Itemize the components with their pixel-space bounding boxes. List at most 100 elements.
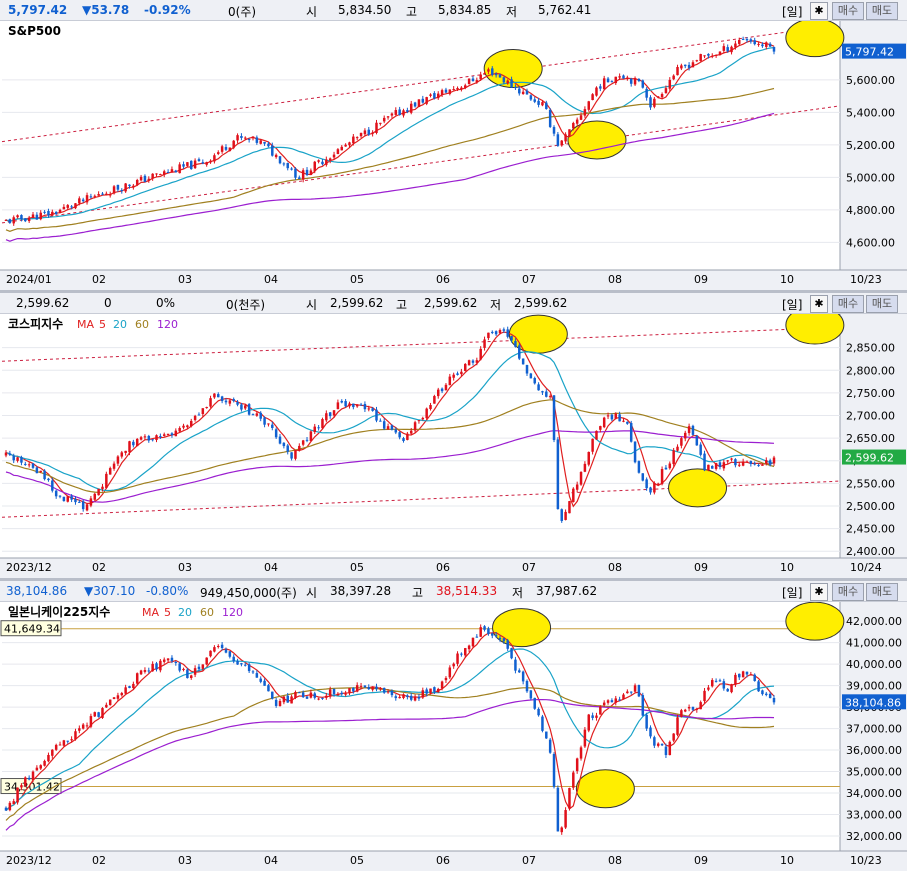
candle-body: [672, 75, 675, 80]
candle-body: [510, 79, 513, 88]
x-tick-label: 10: [780, 854, 794, 867]
candle-body: [417, 99, 421, 108]
candle-body: [220, 146, 224, 152]
candle-body: [514, 340, 517, 347]
candle-body: [761, 690, 764, 695]
candle-body: [491, 633, 494, 636]
candle-body: [170, 433, 174, 436]
candle-body: [189, 675, 193, 678]
candle-body: [74, 498, 77, 503]
candle-body: [78, 501, 81, 503]
candle-body: [93, 195, 97, 197]
candle-body: [734, 459, 737, 466]
candle-body: [491, 68, 494, 75]
y-tick-label: 32,000.00: [846, 830, 902, 843]
candle-body: [267, 143, 270, 147]
candle-body: [228, 147, 232, 152]
candle-body: [541, 716, 544, 731]
candle-body: [309, 692, 313, 698]
highlight-circle: [785, 314, 845, 345]
candle-body: [765, 42, 768, 47]
candle-body: [564, 134, 567, 142]
candle-body: [155, 435, 158, 441]
candle-body: [506, 329, 509, 337]
candle-body: [440, 90, 444, 96]
candle-body: [81, 199, 85, 202]
gear-icon[interactable]: ✱: [810, 2, 828, 20]
candle-body: [236, 660, 239, 665]
candle-body: [371, 132, 374, 134]
candle-body: [475, 360, 479, 363]
candle-body: [251, 136, 255, 139]
candle-body: [738, 39, 741, 44]
y-tick-label: 35,000.00: [846, 766, 902, 779]
candle-body: [151, 439, 154, 441]
candle-body: [676, 717, 679, 735]
gear-icon[interactable]: ✱: [810, 583, 828, 601]
y-tick-label: 40,000.00: [846, 658, 902, 671]
candle-body: [328, 412, 332, 417]
period-button[interactable]: [일]: [782, 5, 803, 19]
candle-body: [205, 407, 208, 409]
period-button[interactable]: [일]: [782, 298, 803, 312]
open-label: 시: [306, 586, 318, 600]
candle-body: [460, 371, 463, 375]
low-value: 37,987.62: [536, 584, 598, 598]
buy-button[interactable]: 매수: [832, 295, 864, 313]
candle-body: [514, 87, 517, 89]
sell-button[interactable]: 매도: [866, 2, 898, 20]
candle-body: [510, 648, 513, 659]
candle-body: [382, 117, 386, 122]
candle-body: [699, 702, 702, 710]
candle-body: [653, 98, 656, 107]
candle-body: [734, 43, 737, 48]
candle-body: [483, 73, 486, 75]
low-value: 5,762.41: [538, 3, 592, 17]
gear-icon[interactable]: ✱: [810, 295, 828, 313]
x-axis-bg: [0, 851, 907, 871]
y-axis-bg: [840, 314, 907, 578]
candle-body: [298, 445, 301, 450]
x-tick-label: 03: [178, 854, 192, 867]
ma-line: [5, 112, 775, 242]
period-button[interactable]: [일]: [782, 586, 803, 600]
candle-body: [695, 60, 699, 62]
candle-body: [58, 744, 62, 746]
x-tick-label: 07: [522, 561, 536, 574]
candle-body: [139, 437, 143, 440]
candle-body: [124, 183, 127, 192]
buy-button[interactable]: 매수: [832, 583, 864, 601]
candle-body: [622, 420, 625, 422]
candle-body: [174, 430, 178, 437]
candle-body: [309, 431, 313, 442]
candle-body: [626, 421, 629, 424]
candle-body: [676, 66, 679, 76]
ma-line: [5, 331, 775, 508]
candle-body: [633, 685, 637, 692]
candle-body: [494, 73, 498, 76]
candle-body: [263, 680, 266, 686]
candle-body: [618, 414, 621, 422]
candle-body: [321, 161, 324, 165]
candle-body: [359, 685, 363, 687]
candle-body: [4, 219, 8, 221]
x-axis-bg: [0, 270, 907, 290]
candle-body: [220, 396, 224, 402]
candle-body: [575, 758, 579, 772]
candle-body: [89, 716, 93, 727]
sell-button[interactable]: 매도: [866, 583, 898, 601]
candle-body: [16, 215, 19, 218]
candle-body: [54, 211, 58, 215]
volume: 0(천주): [226, 298, 266, 312]
candle-body: [726, 47, 729, 52]
candle-body: [564, 511, 567, 520]
ma-line: [5, 430, 775, 503]
buy-button[interactable]: 매수: [832, 2, 864, 20]
candle-body: [244, 137, 247, 139]
candle-body: [159, 660, 162, 671]
candle-body: [707, 53, 710, 56]
quote-bar: 2,599.62 0 0% 0(천주) 시 2,599.62 고 2,599.6…: [0, 293, 907, 314]
panel-nikkei: 38,104.86 ▼307.10 -0.80% 949,450,000(주) …: [0, 581, 907, 871]
sell-button[interactable]: 매도: [866, 295, 898, 313]
candle-body: [255, 673, 259, 678]
